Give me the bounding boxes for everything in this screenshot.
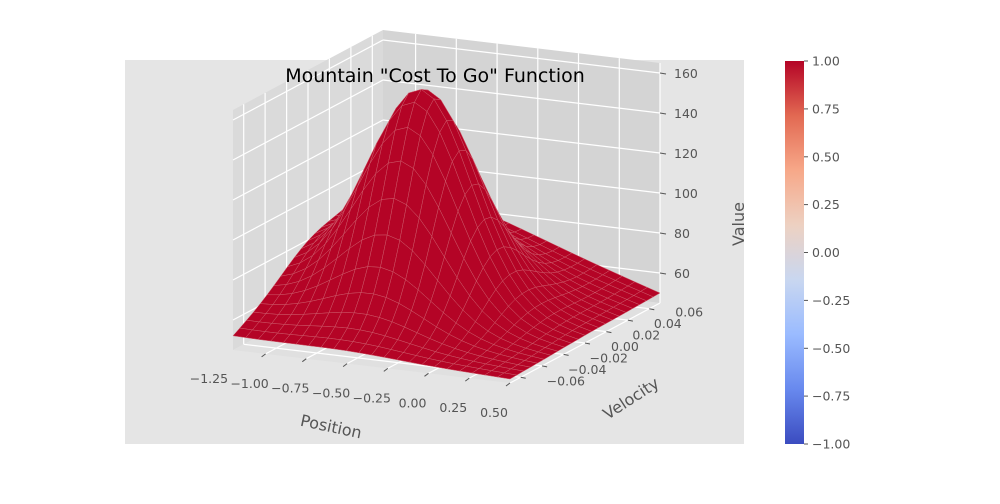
- z-tick-mark: [659, 152, 667, 155]
- z-tick-label: 100: [674, 186, 698, 201]
- colorbar-ticks: −1.00 −0.75 −0.50 −0.25 0.00 0.25 0.50 0.75 1.00: [804, 54, 850, 452]
- colorbar-tick-label: 0.00: [812, 245, 840, 260]
- y-tick-label: 0.06: [675, 305, 703, 320]
- x-tick-label: 0.25: [439, 400, 467, 415]
- y-tick-mark: [584, 342, 591, 345]
- z-tick-label: 80: [674, 226, 690, 241]
- z-tick-mark: [659, 272, 667, 275]
- axis-ticks: −1.25 −1.00 −0.75 −0.50 −0.25 0.00 0.25 0.50 −0.…: [190, 66, 703, 420]
- x-tick-mark: [342, 363, 348, 368]
- x-tick-label: 0.00: [399, 395, 427, 410]
- z-tick-mark: [659, 232, 667, 235]
- colorbar-tick-label: −0.25: [812, 293, 850, 308]
- x-tick-mark: [261, 353, 266, 358]
- y-tick-mark: [563, 353, 569, 356]
- x-tick-mark: [464, 377, 470, 382]
- z-tick-mark: [659, 72, 667, 75]
- x-tick-mark: [383, 367, 389, 372]
- colorbar-tick-label: −1.00: [812, 437, 850, 452]
- x-tick-label: −0.50: [312, 386, 350, 401]
- x-tick-label: −1.25: [190, 371, 228, 386]
- surface-patch: [496, 372, 518, 380]
- y-tick-mark: [627, 319, 633, 322]
- grid-line: [382, 39, 661, 74]
- x-tick-label: −1.00: [230, 376, 268, 391]
- y-tick-mark: [606, 331, 612, 334]
- y-tick-label: −0.06: [547, 373, 585, 388]
- z-tick-mark: [659, 112, 667, 115]
- z-tick-label: 60: [674, 266, 690, 281]
- colorbar: [785, 61, 804, 444]
- y-tick-mark: [520, 376, 526, 379]
- colorbar-tick-label: −0.50: [812, 341, 850, 356]
- y-tick-label: 0.02: [632, 328, 660, 343]
- grid-line: [382, 79, 661, 114]
- y-tick-label: −0.04: [568, 362, 606, 377]
- z-tick-label: 140: [674, 106, 698, 121]
- grid-line: [232, 119, 384, 201]
- x-tick-mark: [505, 382, 511, 387]
- x-tick-mark: [301, 358, 307, 363]
- z-axis-label: Value: [729, 202, 748, 246]
- colorbar-tick-label: −0.75: [812, 389, 850, 404]
- grid-line: [232, 79, 384, 161]
- x-tick-label: −0.75: [271, 381, 309, 396]
- y-tick-label: −0.02: [590, 350, 628, 365]
- surface-plot: [232, 88, 661, 380]
- x-tick-label: 0.50: [480, 405, 508, 420]
- colorbar-tick-label: 0.50: [812, 149, 840, 164]
- x-tick-label: −0.25: [353, 390, 391, 405]
- z-tick-label: 160: [674, 66, 698, 81]
- grid-line: [232, 159, 384, 241]
- colorbar-tick-label: 0.75: [812, 101, 840, 116]
- colorbar-tick-label: 0.25: [812, 197, 840, 212]
- y-tick-label: 0.04: [654, 316, 682, 331]
- y-tick-mark: [649, 308, 655, 311]
- grid-line: [232, 39, 384, 121]
- colorbar-tick-label: 1.00: [812, 54, 840, 69]
- chart-title: Mountain "Cost To Go" Function: [285, 65, 585, 87]
- y-tick-label: 0.00: [611, 339, 639, 354]
- x-tick-mark: [424, 372, 429, 377]
- z-tick-label: 120: [674, 146, 698, 161]
- y-tick-mark: [542, 365, 548, 368]
- z-tick-mark: [659, 192, 667, 195]
